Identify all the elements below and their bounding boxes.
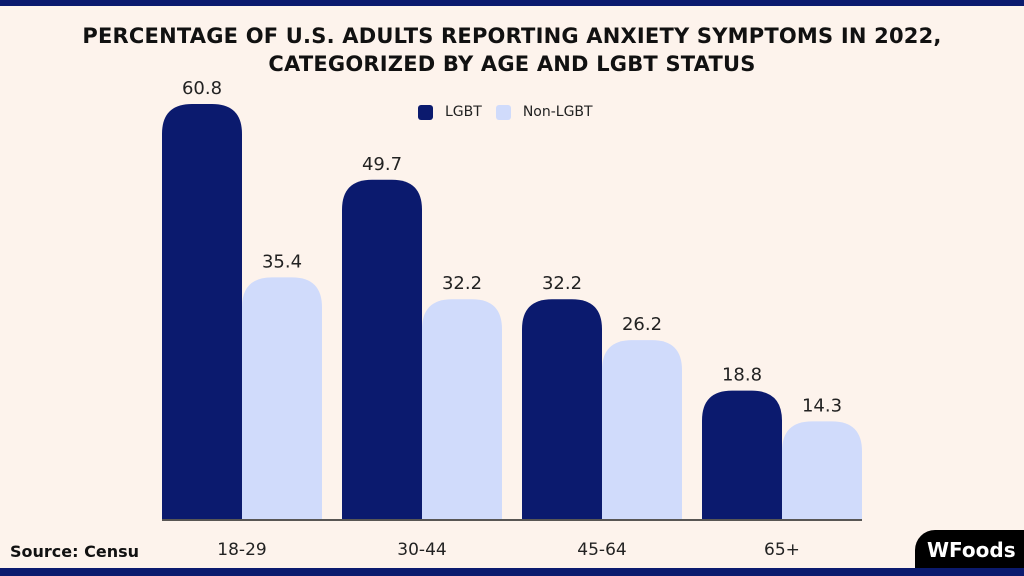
bar-lgbt-65+ xyxy=(702,390,782,519)
legend-swatch-lgbt xyxy=(418,104,433,120)
bar-non-lgbt-45-64 xyxy=(602,340,682,519)
bar-lgbt-45-64 xyxy=(522,299,602,519)
x-tick-label: 30-44 xyxy=(397,540,446,560)
bar-lgbt-30-44 xyxy=(342,179,422,519)
data-label: 32.2 xyxy=(542,273,582,294)
chart-title: PERCENTAGE OF U.S. ADULTS REPORTING ANXI… xyxy=(82,24,942,76)
legend-label-lgbt: LGBT xyxy=(445,104,482,120)
x-tick-label: 65+ xyxy=(764,540,800,560)
data-label: 35.4 xyxy=(262,251,302,272)
data-label: 60.8 xyxy=(182,78,222,99)
data-label: 18.8 xyxy=(722,365,762,386)
bar-non-lgbt-18-29 xyxy=(242,277,322,519)
bar-lgbt-18-29 xyxy=(162,104,242,519)
data-label: 32.2 xyxy=(442,273,482,294)
legend-swatch-non-lgbt xyxy=(495,104,511,120)
data-label: 49.7 xyxy=(362,154,402,175)
data-label: 26.2 xyxy=(622,314,662,335)
bar-non-lgbt-30-44 xyxy=(422,299,502,519)
legend-label-non-lgbt: Non-LGBT xyxy=(522,104,593,120)
bottom-bar xyxy=(0,568,1024,576)
data-label: 14.3 xyxy=(802,395,842,416)
top-bar xyxy=(0,0,1024,6)
bar-non-lgbt-65+ xyxy=(782,421,862,519)
source-note: Source: Censu xyxy=(10,542,139,561)
x-tick-label: 45-64 xyxy=(577,540,626,560)
logo: WFoods xyxy=(915,530,1024,570)
x-tick-label: 18-29 xyxy=(217,540,266,560)
legend: LGBT Non-LGBT xyxy=(418,104,607,120)
